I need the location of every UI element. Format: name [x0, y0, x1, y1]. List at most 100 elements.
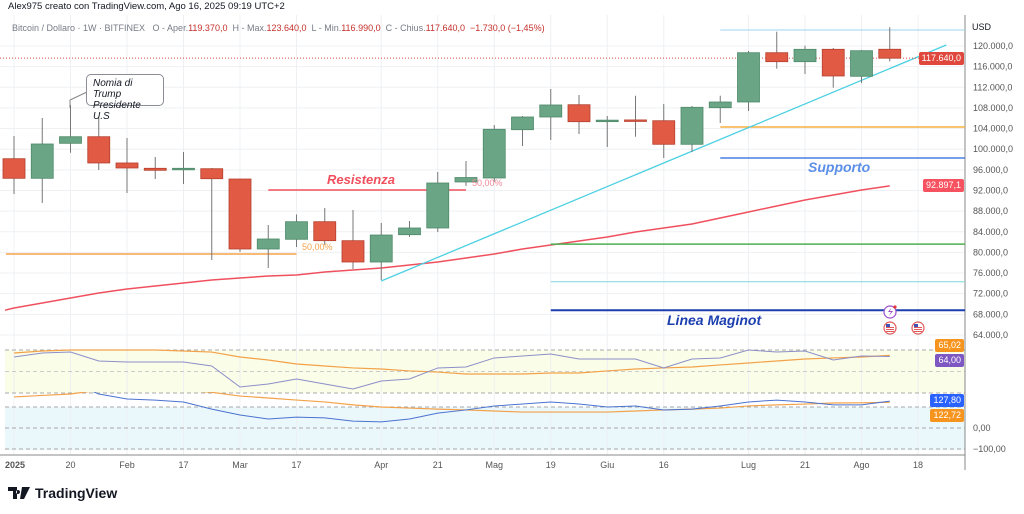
- candle-body-down: [115, 162, 139, 169]
- rsi-ma-value-label: 64,00: [935, 354, 964, 367]
- time-tick: 16: [659, 460, 669, 470]
- low-label: L - Min.: [311, 23, 342, 33]
- candle-body-up: [737, 52, 760, 103]
- rsi-value-label: 65,02: [935, 339, 964, 352]
- candle: [821, 48, 845, 88]
- candle-body-up: [539, 104, 563, 118]
- time-tick: Feb: [119, 460, 135, 470]
- time-tick: 21: [433, 460, 443, 470]
- price-tick: 92.000,0: [973, 185, 1008, 195]
- main-pane: [0, 27, 965, 312]
- cci-tick: 0,00: [973, 423, 991, 433]
- flag-stripe: [914, 331, 922, 332]
- open-label: O - Aper.: [152, 23, 189, 33]
- ma-value-label: 92.897,1: [922, 179, 964, 192]
- callout-pointer: [69, 91, 88, 101]
- currency-label[interactable]: USD: [972, 22, 992, 32]
- candle: [482, 124, 506, 182]
- cci-ma-value-label: 122,72: [930, 409, 964, 422]
- trendline: [380, 44, 947, 282]
- close-label: C - Chius.: [385, 23, 426, 33]
- us-flag-icon[interactable]: [883, 321, 897, 335]
- candle: [30, 117, 54, 204]
- candle: [369, 222, 393, 281]
- candle: [708, 95, 732, 123]
- candle: [595, 116, 619, 147]
- price-tick: 72.000,0: [973, 289, 1008, 299]
- candle: [143, 156, 167, 180]
- candle-body-down: [313, 221, 337, 242]
- us-flag-icon[interactable]: [911, 321, 925, 335]
- price-tick: 120.000,0: [973, 41, 1013, 51]
- candle: [511, 116, 534, 147]
- time-tick: 21: [800, 460, 810, 470]
- close-value: 117.640,0: [425, 23, 465, 33]
- candle-body-up: [172, 167, 195, 171]
- fib-50-label-2: 50,00%: [472, 178, 503, 188]
- cci-value-label: 127,80: [930, 394, 964, 407]
- tradingview-logo-icon: [8, 487, 30, 499]
- low-value: 116.990,0: [341, 23, 381, 33]
- time-tick: 20: [65, 460, 75, 470]
- candle: [285, 214, 308, 247]
- candle-body-up: [680, 106, 704, 145]
- candle: [539, 88, 563, 141]
- time-tick: Apr: [374, 460, 388, 470]
- symbol-name[interactable]: Bitcoin / Dollaro · 1W · BITFINEX: [12, 23, 146, 33]
- candle: [765, 31, 789, 69]
- candle-body-up: [850, 50, 873, 77]
- high-value: 123.640,0: [266, 23, 307, 33]
- candle-body-up: [426, 182, 450, 229]
- time-tick: Lug: [741, 460, 756, 470]
- candle-body-down: [143, 167, 167, 171]
- candle: [793, 45, 817, 75]
- price-tick: 68.000,0: [973, 309, 1008, 319]
- candle-body-up: [30, 143, 54, 179]
- candle-body-down: [87, 136, 111, 164]
- candle-body-up: [793, 48, 817, 63]
- candle-body-down: [821, 48, 845, 77]
- price-tick: 100.000,0: [973, 144, 1013, 154]
- resistenza-label[interactable]: Resistenza: [327, 172, 395, 187]
- price-tick: 84.000,0: [973, 227, 1008, 237]
- candle-body-up: [482, 128, 506, 179]
- chart-caption: Alex975 creato con TradingView.com, Ago …: [8, 1, 285, 12]
- change-value: −1.730,0 (−1,45%): [470, 23, 545, 33]
- lightning-icon[interactable]: [883, 305, 897, 319]
- flag-stripe: [914, 327, 922, 328]
- flag-stripe: [886, 331, 894, 332]
- fib-50-label: 50,00%: [302, 242, 333, 252]
- flag-stripe: [914, 329, 922, 330]
- supporto-label[interactable]: Supporto: [808, 159, 871, 175]
- candle-body-up: [398, 227, 421, 236]
- price-tick: 116.000,0: [973, 62, 1012, 72]
- time-tick: 17: [178, 460, 188, 470]
- candle: [59, 104, 82, 153]
- candle: [454, 161, 478, 186]
- candle-body-down: [765, 52, 789, 63]
- lightning-glyph: [888, 308, 893, 316]
- candle-body-down: [652, 120, 676, 145]
- candle-body-up: [708, 101, 732, 109]
- candle: [398, 221, 421, 238]
- price-tick: 80.000,0: [973, 247, 1008, 257]
- time-tick: 19: [546, 460, 556, 470]
- callout-line-1: Nomia di Trump: [93, 78, 133, 100]
- last-price-label: 117.640,0: [918, 52, 964, 65]
- price-tick: 108.000,0: [973, 103, 1013, 113]
- candle: [172, 151, 195, 185]
- candle: [737, 51, 760, 112]
- time-tick: Mar: [232, 460, 248, 470]
- event-dot: [893, 305, 897, 309]
- candle-body-up: [595, 119, 619, 123]
- brand-name: TradingView: [35, 485, 118, 501]
- candle: [850, 50, 873, 83]
- trump-callout[interactable]: Nomia di Trump Presidente U.S: [86, 74, 164, 122]
- price-tick: 88.000,0: [973, 206, 1008, 216]
- candle-body-down: [2, 158, 26, 179]
- tradingview-logo[interactable]: TradingView: [8, 485, 117, 501]
- linea-maginot-label[interactable]: Linea Maginot: [667, 312, 762, 328]
- candle: [256, 225, 280, 268]
- candle: [878, 27, 902, 62]
